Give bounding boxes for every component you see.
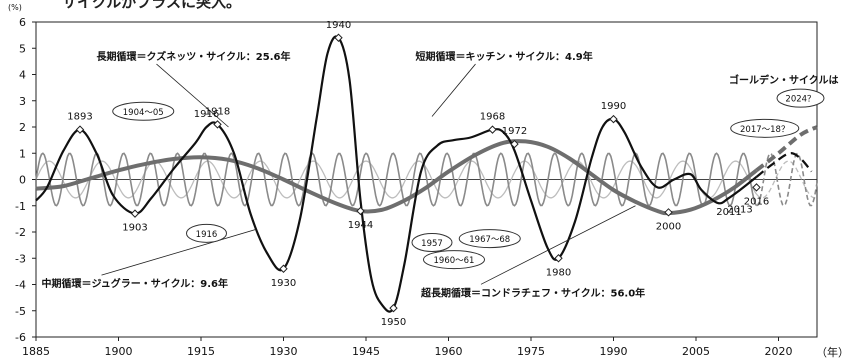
y-axis-unit: (%) [8,3,22,12]
annotation-leader-line [101,228,257,276]
period-callout-oval [112,101,175,121]
axes-layer: 6 5 4 3 2 1 0 -1 -2 -3 -4 -5 -6 (%) 1885 1900 1915 1930 19… [8,3,843,359]
peak-marker [664,208,673,217]
x-tick-label: 1945 [352,345,380,358]
period-callout-label: 1916 [196,230,218,240]
x-tick-label: 1990 [600,345,628,358]
period-callout-oval [411,233,453,252]
year-label: 1940 [326,20,351,31]
y-tick-label: 4 [19,69,26,82]
y-tick-label: 3 [19,95,26,108]
juglar-series-line-projection [756,160,818,199]
peak-marker [510,139,519,149]
period-callout-oval [458,229,521,249]
peak-marker [752,183,761,192]
y-tick-label: -6 [15,331,26,344]
year-label: 1918 [205,106,230,117]
y-tick-label: 1 [19,147,26,160]
period-callout-label: 2017～18？ [740,125,789,135]
top-caption: サイクルがプラスに突入。 [62,0,241,11]
period-callout-label: 1957 [421,239,443,249]
period-callout-label: 1960～61 [434,256,475,266]
peak-marker [554,254,563,263]
annotation-leader-line [480,205,636,285]
x-tick-label: 1930 [270,345,298,358]
year-label: 2016 [744,196,769,207]
year-label: 2013 [727,204,752,215]
year-label: 1930 [271,278,296,289]
annotation-label: 中期循環＝ジュグラー・サイクル：9.6年 [42,277,229,290]
peak-marker [279,264,288,273]
x-tick-label: 1915 [187,345,215,358]
y-tick-label: 5 [19,42,26,55]
kondratieff-series-line-projection [755,125,818,172]
annotation-label: ゴールデン・サイクルは [729,74,839,87]
y-tick-label: -3 [15,252,26,265]
annotation-leader-line [156,63,229,128]
y-tick-label: 0 [19,174,26,187]
peak-marker [488,125,497,134]
kitchin-series-line [35,152,758,207]
x-tick-label: 2020 [765,345,793,358]
year-label: 1950 [381,317,406,328]
x-tick-label: 2005 [682,345,710,358]
period-callout-label: 2024？ [785,95,815,105]
x-axis-unit: （年） [816,345,843,359]
y-tick-label: -2 [15,226,26,239]
year-label: 2011 [716,207,741,218]
peak-marker [75,125,85,134]
x-tick-label: 1885 [22,345,50,358]
x-tick-label: 1960 [435,345,463,358]
y-tick-label: -4 [15,279,26,292]
year-label: 1980 [546,267,571,278]
period-callout-oval [423,250,485,270]
annotation-label: 長期循環＝クズネッツ・サイクル：25.6年 [97,50,291,63]
year-label: 1968 [480,112,505,123]
labels-layer: 長期循環＝クズネッツ・サイクル：25.6年 短期循環＝キッチン・サイクル：4.9年… [42,20,839,328]
y-tick-label: 2 [19,121,26,134]
year-label: 1893 [67,112,92,123]
kitchin-series-line-projection [756,152,818,207]
year-label: 1903 [122,223,147,234]
year-label: 1990 [601,101,626,112]
year-label: 2000 [656,221,681,232]
period-callout-oval [730,118,800,138]
y-tick-label: -5 [15,305,26,318]
series-layer [35,35,818,313]
peak-marker [356,206,365,216]
y-tick-label: -1 [15,200,26,213]
x-tick-label: 1975 [517,345,545,358]
period-callout-oval [186,223,227,243]
annotation-leader-line [431,63,476,117]
y-tick-label: 6 [19,16,26,29]
peak-marker [609,114,618,124]
peak-marker [130,209,140,218]
kondratieff-series-line [35,138,758,216]
peak-marker [334,33,343,42]
kuznets-series-line [35,35,758,313]
period-callout-label: 1967～68 [469,235,510,245]
annotation-label: 超長期循環＝コンドラチェフ・サイクル：56.0年 [420,286,645,299]
year-label: 1916 [194,109,219,120]
annotation-label: 短期循環＝キッチン・サイクル：4.9年 [416,50,593,63]
peak-marker [389,303,398,313]
period-callout-oval [776,88,825,108]
x-tick-label: 1900 [105,345,133,358]
year-label: 1972 [502,126,527,137]
kuznets-series-line-projection [755,152,813,178]
year-label: 1944 [348,220,373,231]
period-callout-label: 1904～05 [123,108,164,118]
peak-marker [213,120,222,129]
